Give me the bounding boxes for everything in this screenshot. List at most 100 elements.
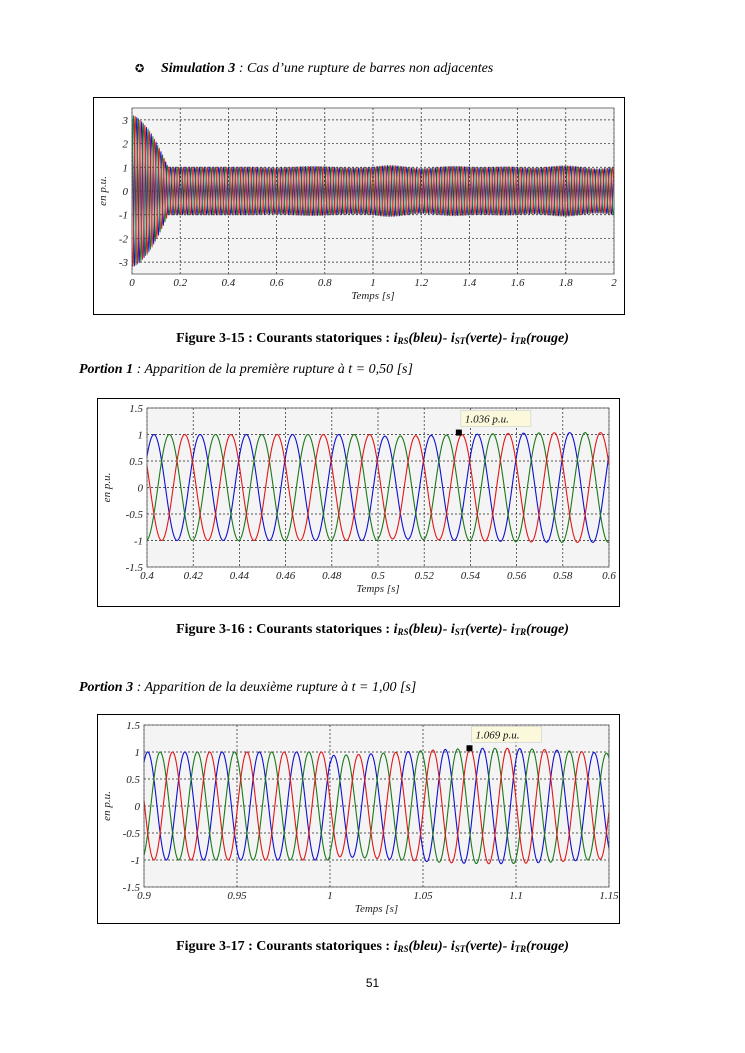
caption-sub: RS [397, 627, 409, 637]
caption-prefix: Figure 3-15 : Courants statoriques : [176, 331, 394, 346]
y-tick-label: -1 [119, 210, 128, 222]
caption-text: (rouge) [526, 939, 569, 954]
x-tick-label: 0.5 [371, 570, 385, 582]
y-tick-label: -0.5 [123, 828, 141, 840]
y-tick-label: -1 [131, 855, 140, 867]
caption-text: (bleu)- [408, 622, 451, 637]
x-tick-label: 0.2 [173, 277, 187, 289]
caption-i: i [510, 622, 515, 637]
caption-sub: TR [514, 336, 527, 346]
figure-3-16-chart: 0.4 0.42 0.44 0.46 0.48 0.5 0.52 0.54 0.56 0.58 0.… [97, 398, 620, 607]
caption-sub: TR [514, 627, 527, 637]
datatip-box [471, 725, 542, 743]
x-tick-label: 0.52 [415, 570, 435, 582]
x-tick-label: 0.6 [602, 570, 616, 582]
caption-text: (rouge) [526, 622, 569, 637]
plot-frame [146, 407, 610, 568]
x-tick-label: 0 [129, 277, 135, 289]
y-tick-label: -3 [119, 257, 129, 269]
x-tick-label: 0.54 [461, 570, 481, 582]
y-tick-label: 0 [138, 483, 144, 495]
series-line [131, 116, 615, 267]
caption-sub: ST [454, 336, 466, 346]
y-tick-label: 2 [123, 139, 129, 151]
caption-sub: ST [454, 944, 466, 954]
y-tick-label: 1 [123, 162, 129, 174]
x-tick-label: 0.46 [276, 570, 296, 582]
series-line [143, 747, 610, 865]
chart-svg: 0.4 0.42 0.44 0.46 0.48 0.5 0.52 0.54 0.56 0.58 0.… [101, 403, 616, 595]
portion-text: Apparition de la première rupture à t = … [144, 362, 413, 377]
x-tick-label: 0.58 [553, 570, 573, 582]
heading-text: Cas d’une rupture de barres non adjacent… [246, 61, 494, 76]
x-tick-label: 1.6 [511, 277, 525, 289]
section-heading: ✪ Simulation 3 : Cas d’une rupture de bar… [135, 61, 493, 77]
x-tick-label: 0.56 [507, 570, 527, 582]
portion-sep: : [133, 680, 145, 695]
y-axis-label: en p.u. [101, 791, 113, 821]
plot-frame [131, 107, 615, 275]
y-tick-label: -1.5 [123, 882, 141, 894]
x-tick-label: 1 [370, 277, 376, 289]
caption-text: (bleu)- [408, 939, 451, 954]
caption-text: (verte)- [465, 331, 511, 346]
y-tick-label: -0.5 [126, 509, 144, 521]
portion-label: Portion 3 [79, 680, 134, 695]
heading-sep: : [235, 61, 247, 76]
y-tick-label: -2 [119, 233, 129, 245]
x-tick-label: 0.42 [184, 570, 204, 582]
x-tick-label: 1 [327, 890, 333, 902]
series-line [146, 432, 610, 543]
figure-caption-3-17: Figure 3-17 : Courants statoriques : iRS… [0, 939, 745, 955]
series-line [143, 747, 610, 865]
y-tick-label: 0 [123, 186, 129, 198]
caption-i: i [450, 622, 455, 637]
y-axis-label: en p.u. [97, 176, 109, 206]
caption-i: i [510, 331, 515, 346]
figure-3-15-chart: 0 0.2 0.4 0.6 0.8 1 1.2 1.4 1.6 1.8 2 -3 -2 -1 0 1 2 3 Tem… [93, 97, 625, 315]
portion-text: Apparition de la deuxième rupture à t = … [144, 680, 417, 695]
datatip-label: 1.036 p.u. [465, 414, 509, 426]
x-tick-label: 0.95 [227, 890, 247, 902]
caption-i: i [450, 331, 455, 346]
x-tick-label: 0.4 [222, 277, 236, 289]
x-tick-label: 0.48 [322, 570, 342, 582]
caption-sub: TR [514, 944, 527, 954]
caption-sub: RS [397, 944, 409, 954]
datatip-box [460, 410, 532, 427]
heading-label: Simulation 3 [161, 61, 236, 76]
caption-text: (verte)- [465, 939, 511, 954]
caption-prefix: Figure 3-16 : Courants statoriques : [176, 622, 394, 637]
chart-svg: 0 0.2 0.4 0.6 0.8 1 1.2 1.4 1.6 1.8 2 -3 -2 -1 0 1 2 3 Tem… [97, 107, 617, 302]
y-tick-label: 1 [138, 430, 144, 442]
y-tick-label: 0.5 [126, 774, 140, 786]
figure-caption-3-15: Figure 3-15 : Courants statoriques : iRS… [0, 331, 745, 347]
page-number: 51 [365, 976, 380, 990]
series-line [146, 432, 610, 543]
x-axis-label: Temps [s] [355, 903, 398, 915]
x-tick-label: 1.1 [509, 890, 523, 902]
x-tick-label: 1.05 [413, 890, 433, 902]
caption-i: i [393, 331, 398, 346]
x-tick-label: 0.9 [137, 890, 151, 902]
caption-i: i [450, 939, 455, 954]
caption-i: i [393, 622, 398, 637]
caption-i: i [393, 939, 398, 954]
x-tick-label: 0.8 [318, 277, 332, 289]
chart-svg: 0.9 0.95 1 1.05 1.1 1.15 -1.5 -1 -0.5 0 0.5 1 1.5 1.0… [101, 720, 619, 915]
x-tick-label: 1.4 [463, 277, 477, 289]
bullet-icon: ✪ [135, 63, 145, 75]
series-line [143, 747, 610, 865]
caption-text: (rouge) [526, 331, 569, 346]
datatip-label: 1.069 p.u. [476, 729, 520, 741]
plot-frame [143, 724, 610, 888]
datatip-marker [466, 745, 473, 752]
y-tick-label: 3 [122, 115, 129, 127]
caption-prefix: Figure 3-17 : Courants statoriques : [176, 939, 394, 954]
caption-text: (verte)- [465, 622, 511, 637]
y-tick-label: -1 [134, 536, 143, 548]
x-tick-label: 0.44 [230, 570, 250, 582]
caption-text: (bleu)- [408, 331, 451, 346]
x-tick-label: 1.8 [559, 277, 573, 289]
portion-1-heading: Portion 1 : Apparition de la première ru… [79, 362, 413, 378]
